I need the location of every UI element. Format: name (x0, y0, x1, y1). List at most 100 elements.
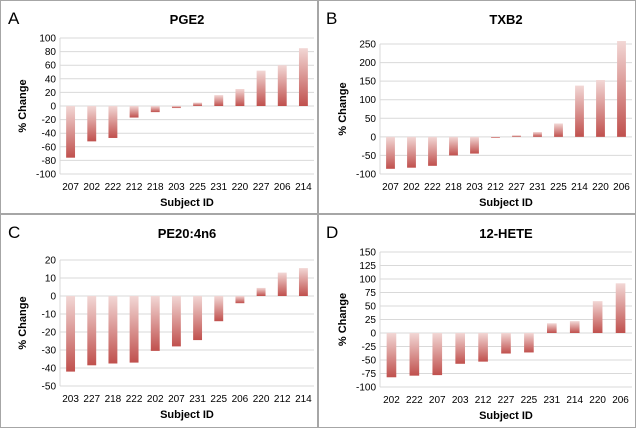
x-tick-label: 214 (295, 182, 312, 193)
bar-c-220 (256, 287, 266, 296)
x-axis-label: Subject ID (479, 197, 533, 209)
panel-a: A PGE2 -100 -80 -60 -40 -20 0 20 40 60 80 100 207 202 2… (0, 0, 318, 214)
bar-d-231 (547, 323, 557, 333)
x-tick-label: 206 (232, 394, 249, 405)
y-tick-label: -40 (42, 364, 57, 375)
bar-d-203 (455, 333, 465, 364)
y-tick-label: -60 (42, 142, 57, 153)
bar-b-227 (512, 135, 521, 137)
y-tick-label: 200 (359, 58, 376, 69)
y-tick-label: 20 (45, 256, 57, 267)
bar-c-203 (66, 296, 76, 372)
x-tick-label: 207 (62, 182, 79, 193)
bar-a-225 (193, 102, 203, 106)
y-tick-label: -30 (42, 346, 57, 357)
y-tick-label: 40 (45, 74, 57, 85)
x-tick-label: 227 (498, 395, 515, 406)
x-tick-label: 225 (189, 182, 206, 193)
y-tick-label: -20 (42, 115, 57, 126)
bar-c-202 (150, 296, 160, 351)
y-tick-label: 0 (370, 329, 376, 340)
y-tick-label: -25 (362, 342, 377, 353)
chart-c: C PE20:4n6 -50 -40 -30 -20 -10 0 10 20 203 227 218 22… (0, 214, 318, 428)
panel-border (0, 0, 318, 214)
x-tick-label: 212 (274, 394, 291, 405)
x-tick-label: 220 (232, 182, 249, 193)
x-tick-label: 218 (147, 182, 164, 193)
chart-title: 12-HETE (479, 226, 533, 241)
x-tick-label: 227 (253, 182, 270, 193)
chart-b: B TXB2 -100 -50 0 50 100 150 200 250 207 202 222 218 2… (318, 0, 636, 214)
y-tick-label: 20 (45, 88, 57, 99)
y-tick-label: -80 (42, 156, 57, 167)
bar-c-227 (87, 296, 97, 366)
x-tick-label: 222 (406, 395, 423, 406)
bar-c-206 (235, 296, 245, 304)
bar-a-231 (214, 95, 224, 106)
bar-b-231 (533, 132, 542, 137)
x-tick-label: 214 (295, 394, 312, 405)
x-tick-label: 225 (210, 394, 227, 405)
x-tick-label: 203 (62, 394, 79, 405)
bar-a-220 (235, 89, 245, 106)
bar-c-231 (193, 296, 203, 341)
chart-title: PGE2 (170, 12, 205, 27)
x-tick-label: 212 (487, 182, 504, 193)
y-tick-label: 50 (365, 302, 377, 313)
bar-d-222 (409, 333, 420, 376)
y-axis-label: % Change (17, 296, 29, 349)
x-tick-label: 231 (529, 182, 546, 193)
x-tick-label: 207 (168, 394, 185, 405)
chart-title: TXB2 (489, 12, 522, 27)
y-tick-label: -10 (42, 310, 57, 321)
bar-c-214 (298, 268, 308, 296)
bar-c-212 (277, 272, 287, 296)
x-tick-label: 207 (429, 395, 446, 406)
y-axis-label: % Change (17, 79, 29, 132)
y-axis-label: % Change (337, 82, 349, 135)
panel-letter: B (326, 9, 337, 28)
y-axis-label: % Change (337, 293, 349, 346)
y-tick-label: -100 (36, 170, 56, 181)
y-tick-label: 0 (50, 292, 56, 303)
x-tick-label: 231 (210, 182, 227, 193)
bar-b-220 (596, 80, 605, 137)
bar-d-220 (592, 301, 603, 333)
bar-b-203 (470, 136, 479, 154)
x-tick-label: 218 (445, 182, 462, 193)
bar-d-202 (386, 333, 397, 378)
bar-b-218 (449, 136, 458, 156)
bar-a-214 (298, 48, 308, 106)
y-tick-label: 75 (365, 288, 377, 299)
panel-letter: A (8, 9, 20, 28)
y-tick-label: 60 (45, 61, 57, 72)
y-tick-label: 150 (359, 77, 376, 88)
bar-a-212 (129, 106, 139, 118)
bar-d-225 (524, 333, 534, 353)
bar-a-206 (277, 65, 287, 106)
y-tick-label: 0 (50, 102, 56, 113)
y-tick-label: 150 (359, 248, 376, 259)
x-tick-label: 231 (543, 395, 560, 406)
y-tick-label: -100 (356, 383, 376, 394)
bar-b-214 (575, 85, 584, 137)
panel-d: D 12-HETE -100 -75 -50 -25 0 25 50 75 100 125 150 202… (318, 214, 636, 428)
y-tick-label: 50 (365, 114, 377, 125)
y-tick-label: 125 (359, 261, 376, 272)
x-tick-label: 220 (592, 182, 609, 193)
x-tick-label: 203 (452, 395, 469, 406)
bar-b-225 (554, 123, 563, 137)
y-tick-label: -50 (42, 382, 57, 393)
x-tick-label: 207 (382, 182, 399, 193)
bar-d-214 (569, 321, 580, 333)
x-tick-label: 222 (105, 182, 122, 193)
bar-a-227 (256, 70, 266, 106)
bar-a-203 (171, 106, 181, 109)
bar-d-206 (615, 283, 626, 333)
y-tick-label: -20 (42, 328, 57, 339)
chart-a: A PGE2 -100 -80 -60 -40 -20 0 20 40 60 80 100 207 202 2… (0, 0, 318, 214)
y-tick-label: 80 (45, 47, 57, 58)
bar-a-202 (87, 106, 97, 142)
bar-b-222 (428, 136, 437, 166)
y-tick-label: -50 (362, 356, 377, 367)
